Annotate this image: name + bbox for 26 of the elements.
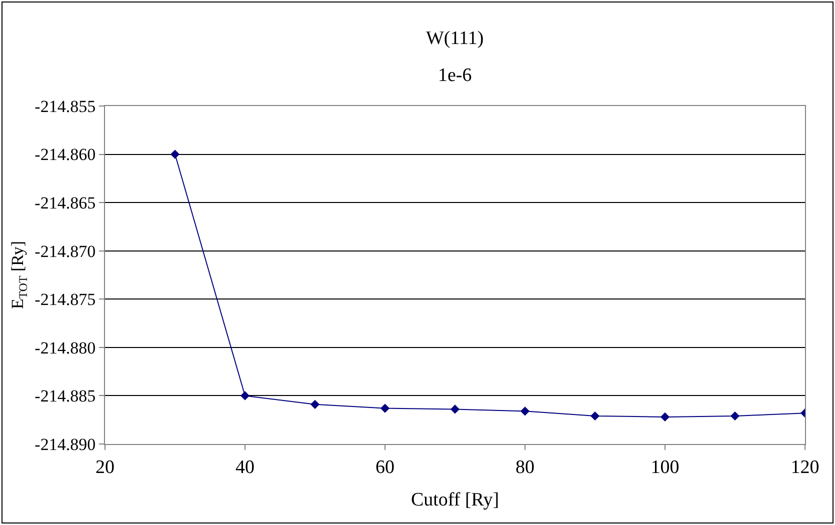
y-tick-label: -214.885: [34, 386, 96, 406]
x-axis-title: Cutoff [Ry]: [410, 490, 500, 511]
x-tick-label: 120: [790, 456, 820, 478]
point: [520, 406, 530, 416]
y-tick-label: -214.880: [34, 338, 96, 358]
chart-title: W(111): [426, 28, 484, 49]
y-tick-label: -214.855: [34, 96, 96, 116]
point: [730, 411, 740, 421]
x-tick-label: 100: [650, 456, 680, 478]
y-tick-label: -214.870: [34, 242, 96, 261]
x-tick-label: 20: [96, 456, 114, 478]
point: [450, 404, 460, 414]
chart-subtitle: 1e-6: [438, 65, 472, 86]
point: [310, 400, 320, 409]
y-tick-label: -214.875: [34, 290, 96, 310]
x-tick-label: 40: [236, 456, 254, 478]
point: [170, 150, 180, 159]
point: [590, 411, 600, 421]
point: [240, 391, 250, 400]
y-tick-label: -214.865: [34, 194, 96, 213]
point: [660, 412, 670, 422]
y-tick-label: -214.860: [34, 145, 96, 164]
x-tick-label: 80: [516, 456, 534, 478]
point: [380, 404, 390, 413]
y-tick-label: -214.890: [34, 434, 96, 454]
x-tick-label: 60: [376, 456, 394, 478]
